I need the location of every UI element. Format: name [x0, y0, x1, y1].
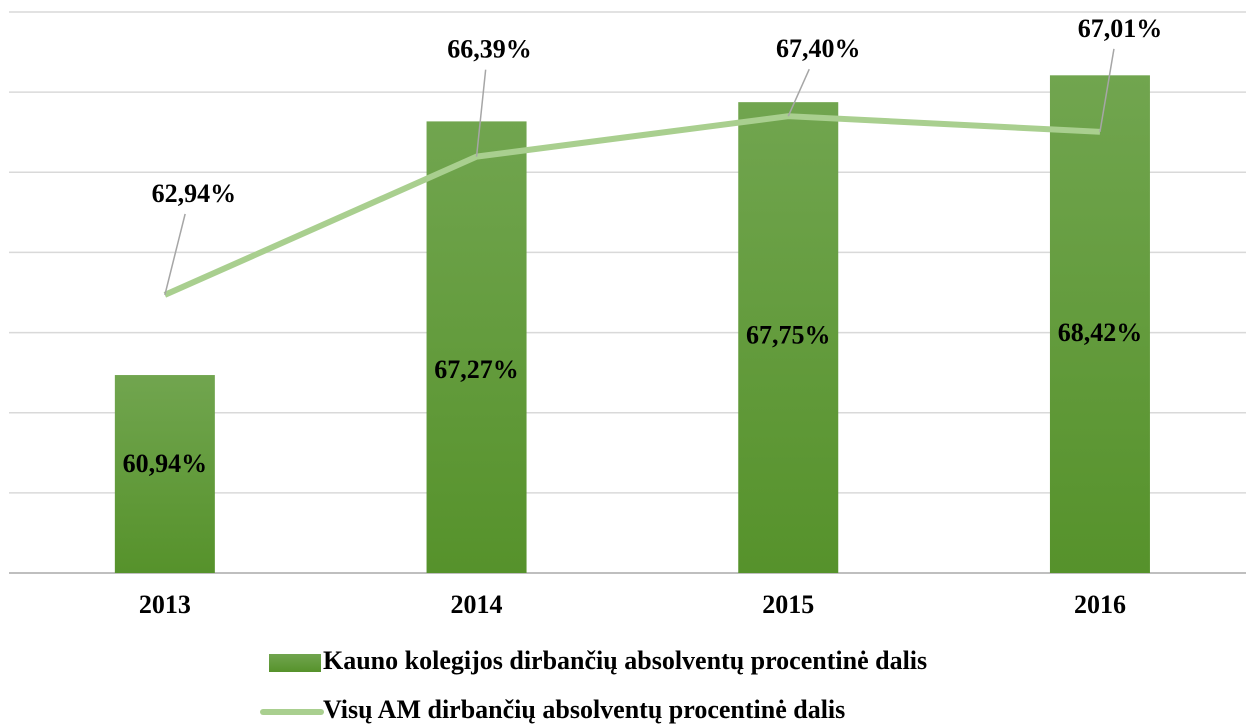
data-label: 62,94% — [152, 179, 237, 208]
data-label: 67,01% — [1078, 14, 1163, 43]
bar — [738, 102, 839, 574]
data-label: 68,42% — [1058, 318, 1143, 347]
x-tick-label: 2016 — [1074, 590, 1126, 619]
x-tick-label: 2015 — [762, 590, 814, 619]
leader-line — [164, 213, 186, 296]
legend-label: Kauno kolegijos dirbančių absolventų pro… — [323, 646, 927, 675]
data-label: 67,40% — [776, 34, 861, 63]
leader-line — [475, 69, 487, 157]
bar — [1049, 75, 1150, 573]
data-label: 67,75% — [746, 321, 831, 350]
data-label: 67,27% — [434, 355, 519, 384]
legend-swatch — [269, 654, 321, 672]
bar — [426, 121, 527, 574]
data-label: 60,94% — [123, 449, 208, 478]
x-tick-label: 2014 — [451, 590, 503, 619]
x-tick-label: 2013 — [139, 590, 191, 619]
leader-line — [787, 68, 810, 117]
data-label: 66,39% — [447, 35, 532, 64]
leader-line — [1099, 48, 1115, 132]
line — [163, 113, 1101, 298]
legend-label: Visų AM dirbančių absolventų procentinė … — [323, 695, 845, 724]
bar — [114, 375, 215, 573]
